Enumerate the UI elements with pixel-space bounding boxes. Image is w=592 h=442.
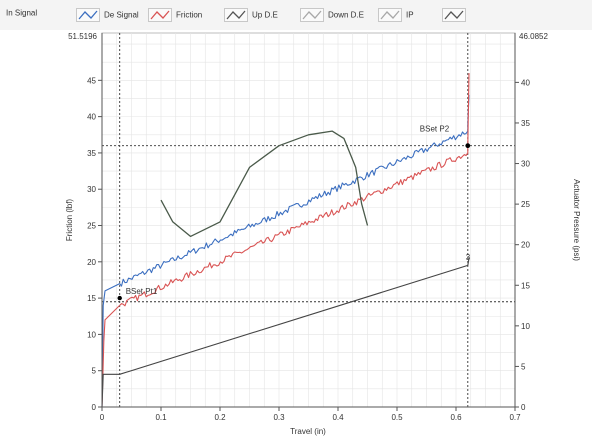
x-tick-label: 0.2 [214, 413, 226, 422]
legend-bar: In Signal De Signal Friction Up D.E Down D.E… [0, 0, 592, 31]
annotation-label: BSet P2 [420, 125, 450, 134]
legend-label: Friction [176, 10, 203, 20]
cursor-point [117, 295, 122, 301]
chart: 0 5 10 15 20 25 30 35 40 45 0 5 10 15 20 25 30 35 40 0 0.1… [0, 30, 592, 442]
legend-item[interactable] [442, 8, 470, 22]
annotations: BSet Pt1 BSet P2 3 [126, 125, 471, 296]
legend-swatch-icon [148, 8, 172, 22]
legend-item[interactable]: Friction [148, 8, 202, 22]
series-line [160, 130, 369, 238]
legend-label: In Signal [6, 8, 38, 18]
y-right-tick-label: 5 [521, 362, 526, 371]
y-right-top-label: 46.0852 [519, 32, 548, 41]
x-tick-label: 0.4 [332, 413, 344, 422]
legend-item[interactable]: IP [378, 8, 414, 22]
cursor-point [465, 143, 471, 149]
legend-swatch-icon [224, 8, 248, 22]
x-tick-label: 0.6 [450, 413, 462, 422]
legend-swatch-icon [378, 8, 402, 22]
x-axis-title: Travel (in) [290, 427, 326, 436]
y-right-tick-label: 40 [521, 78, 530, 87]
legend-item[interactable]: Down D.E [300, 8, 364, 22]
y-left-tick-label: 45 [87, 76, 96, 85]
legend-swatch-icon [76, 8, 100, 22]
y-right-tick-label: 0 [521, 403, 526, 412]
legend-item[interactable]: De Signal [76, 8, 139, 22]
legend-label: De Signal [104, 10, 139, 20]
y-axis-left-title: Friction (lbf) [65, 199, 74, 242]
series-line [101, 94, 470, 408]
series [101, 73, 470, 408]
y-right-tick-label: 35 [521, 119, 530, 128]
y-left-tick-label: 5 [92, 367, 97, 376]
y-right-tick-label: 25 [521, 200, 530, 209]
y-left-top-label: 51.5196 [68, 32, 97, 41]
y-left-tick-label: 40 [87, 113, 96, 122]
legend-label: Down D.E [328, 10, 365, 20]
cursors [102, 33, 515, 407]
cursor-points [117, 143, 471, 301]
series-line [101, 258, 470, 408]
y-axis-left: 0 5 10 15 20 25 30 35 40 45 [87, 33, 103, 412]
legend-label: Up D.E [252, 10, 278, 20]
legend-swatch-icon [300, 8, 324, 22]
legend-item[interactable]: In Signal [6, 8, 37, 22]
x-tick-label: 0 [100, 413, 105, 422]
series-line [101, 73, 470, 408]
y-left-tick-label: 30 [87, 185, 96, 194]
y-left-tick-label: 35 [87, 149, 96, 158]
legend-swatch-icon [442, 8, 466, 22]
annotation-label: BSet Pt1 [126, 287, 158, 296]
x-axis: 0 0.1 0.2 0.3 0.4 0.5 0.6 0.7 [100, 406, 521, 422]
x-tick-label: 0.7 [509, 413, 521, 422]
y-axis-right: 0 5 10 15 20 25 30 35 40 [514, 33, 530, 412]
x-tick-label: 0.3 [273, 413, 285, 422]
y-left-tick-label: 10 [87, 330, 96, 339]
y-left-tick-label: 25 [87, 222, 96, 231]
y-axis-right-title: Actuator Pressure (psi) [572, 179, 581, 261]
y-right-tick-label: 10 [521, 322, 530, 331]
x-tick-label: 0.1 [155, 413, 167, 422]
y-right-tick-label: 20 [521, 241, 530, 250]
annotation-label: 3 [466, 253, 471, 262]
y-right-tick-label: 30 [521, 160, 530, 169]
y-left-tick-label: 0 [92, 403, 97, 412]
x-tick-label: 0.5 [391, 413, 403, 422]
legend-label: IP [406, 10, 414, 20]
legend-item[interactable]: Up D.E [224, 8, 278, 22]
y-right-tick-label: 15 [521, 281, 530, 290]
grid [101, 33, 516, 408]
y-left-tick-label: 15 [87, 294, 96, 303]
y-left-tick-label: 20 [87, 258, 96, 267]
